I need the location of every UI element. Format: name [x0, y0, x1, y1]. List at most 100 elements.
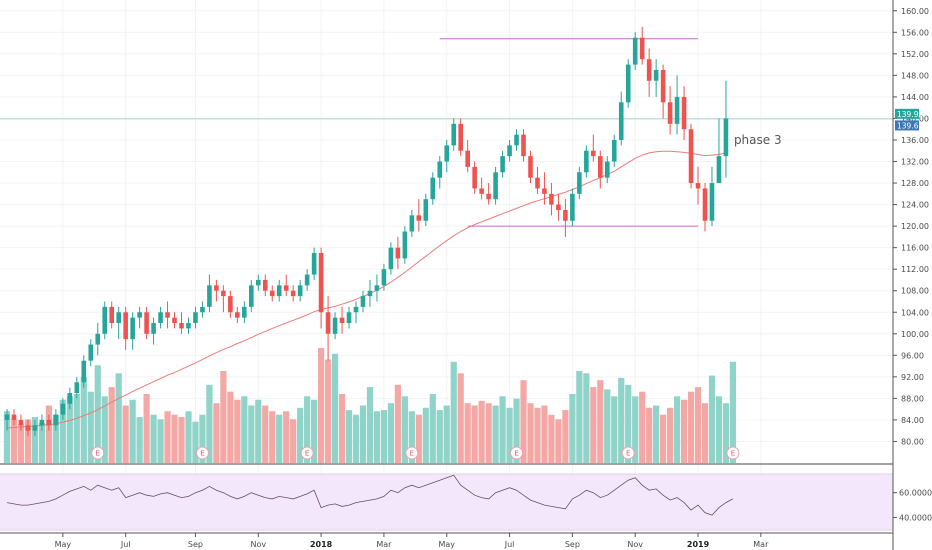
candle — [444, 139, 450, 173]
candle-body — [507, 145, 512, 157]
price-tick-label: 84.00 — [901, 416, 924, 425]
candle-body — [549, 193, 554, 205]
candle-body — [18, 419, 24, 426]
candle-body — [688, 129, 694, 184]
candle — [4, 409, 10, 431]
earnings-marker[interactable]: E — [195, 446, 209, 460]
earnings-marker[interactable]: E — [405, 446, 419, 460]
candle — [262, 274, 268, 297]
candle — [549, 183, 554, 216]
candle-body — [151, 323, 156, 334]
earnings-marker[interactable]: E — [726, 446, 740, 460]
volume-bar — [534, 407, 541, 463]
candle — [458, 118, 463, 157]
rsi-line — [6, 474, 734, 516]
candlesticks — [4, 26, 729, 437]
price-tick-label: 100.00 — [901, 330, 929, 339]
volume-bar — [143, 394, 150, 463]
volume-bar — [206, 384, 213, 463]
volume-bar — [436, 410, 443, 463]
candle — [360, 290, 366, 313]
volume-bar — [338, 394, 346, 463]
volume-bar — [625, 384, 632, 463]
earnings-marker[interactable]: E — [91, 446, 105, 460]
volume-bar — [31, 417, 39, 463]
volume-bar — [715, 396, 723, 463]
candle-body — [297, 285, 303, 297]
volume-bar — [213, 403, 220, 463]
candle-body — [74, 382, 80, 394]
rsi-tick-label: 40.0000 — [899, 514, 932, 523]
price-tag-label: 139.93 — [897, 110, 923, 119]
candle-body — [25, 425, 31, 431]
volume-bar — [457, 373, 464, 463]
earnings-marker[interactable]: E — [300, 446, 314, 460]
price-tick-label: 124.00 — [901, 201, 929, 210]
candle-body — [451, 123, 457, 146]
volume-bar — [262, 405, 269, 463]
candle — [451, 118, 457, 151]
candle-body — [591, 150, 596, 157]
candle — [479, 177, 484, 200]
candle-body — [339, 317, 345, 324]
candle — [716, 118, 722, 184]
volume-bar — [136, 417, 143, 463]
volume-bar — [687, 391, 695, 463]
volume-bar — [52, 414, 59, 463]
volume-bar — [387, 403, 394, 463]
volume-bar — [513, 398, 520, 463]
volume-bar — [352, 414, 360, 463]
candle — [618, 91, 624, 146]
candle-body — [207, 285, 212, 307]
volume-bar — [283, 411, 290, 463]
candle-body — [290, 290, 296, 297]
earnings-marker[interactable]: E — [621, 446, 635, 460]
candle-body — [486, 193, 491, 200]
candle-body — [39, 419, 45, 426]
volume-bar — [632, 396, 639, 463]
candle-body — [374, 285, 380, 291]
candle — [528, 150, 533, 184]
candle — [646, 48, 652, 97]
candle-body — [318, 253, 324, 313]
candle-body — [702, 188, 708, 221]
candle-body — [681, 96, 687, 130]
price-tick-label: 88.00 — [901, 394, 924, 403]
candle — [639, 26, 645, 65]
candle — [374, 274, 380, 302]
candle-body — [402, 231, 408, 259]
volume-bar — [331, 353, 339, 463]
volume-bar — [576, 371, 583, 463]
candle — [11, 409, 17, 426]
year-label: 2019 — [687, 540, 710, 549]
candle — [144, 306, 149, 340]
earnings-marker-label: E — [731, 450, 735, 458]
candle — [88, 339, 94, 367]
candle — [702, 183, 708, 232]
volume-bar — [234, 399, 241, 463]
candle-body — [95, 333, 101, 345]
volume-bar — [590, 387, 597, 463]
month-label: Jul — [120, 540, 131, 549]
volume-bars — [3, 348, 737, 463]
candle-body — [458, 123, 463, 151]
volume-bar — [478, 400, 485, 463]
earnings-marker[interactable]: E — [510, 446, 524, 460]
month-label: Jul — [504, 540, 515, 549]
candle — [416, 199, 422, 232]
candle — [25, 419, 31, 437]
candle-body — [4, 414, 10, 420]
volume-bar — [87, 391, 94, 463]
candle — [709, 166, 715, 227]
candle — [74, 376, 80, 399]
volume-bar — [680, 399, 688, 463]
volume-bar — [3, 411, 11, 463]
candle-body — [186, 323, 191, 329]
candle — [179, 312, 184, 334]
candle-body — [514, 134, 519, 146]
candle-body — [11, 414, 17, 420]
candle — [535, 166, 540, 194]
